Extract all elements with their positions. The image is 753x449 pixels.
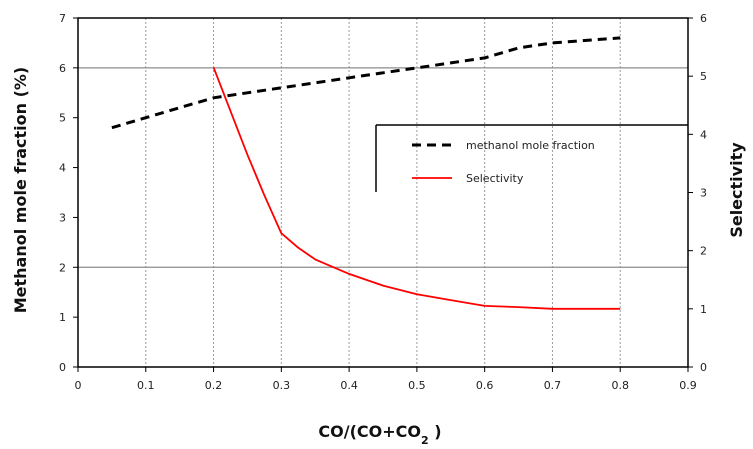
ticks-layer: 0 0.1 0.2 0.3 0.4 0.5 0.6 0.7 0.8 0.9012345670123… bbox=[59, 12, 707, 392]
y-left-tick-label-5: 5 bbox=[59, 112, 66, 125]
x-tick-label-2: 0.2 bbox=[205, 379, 223, 392]
x-tick-label-0: 0 bbox=[75, 379, 82, 392]
y-left-tick-label-7: 7 bbox=[59, 12, 66, 25]
x-tick-label-1: 0.1 bbox=[137, 379, 155, 392]
y-right-axis-title: Selectivity bbox=[727, 142, 746, 238]
y-right-tick-label-5: 5 bbox=[700, 70, 707, 83]
y-right-tick-label-4: 4 bbox=[700, 128, 707, 141]
x-tick-label-6: 0.6 bbox=[476, 379, 494, 392]
y-left-tick-label-6: 6 bbox=[59, 62, 66, 75]
y-left-tick-label-3: 3 bbox=[59, 211, 66, 224]
y-right-tick-label-0: 0 bbox=[700, 361, 707, 374]
x-tick-label-9: 0.9 bbox=[679, 379, 697, 392]
axes-layer bbox=[77, 17, 689, 368]
x-tick-label-4: 0.4 bbox=[340, 379, 358, 392]
x-axis-title-main: CO/(CO+CO bbox=[318, 422, 421, 441]
series-layer bbox=[111, 36, 621, 310]
x-axis-title-sub: 2 bbox=[421, 434, 429, 446]
y-left-tick-label-1: 1 bbox=[59, 311, 66, 324]
y-right-tick-label-3: 3 bbox=[700, 187, 707, 200]
y-left-axis-title: Methanol mole fraction (%) bbox=[11, 67, 30, 314]
legend: methanol mole fraction Selectivity bbox=[375, 124, 688, 192]
x-tick-label-3: 0.3 bbox=[273, 379, 291, 392]
series-line-selectivity bbox=[212, 67, 621, 310]
y-left-tick-label-4: 4 bbox=[59, 162, 66, 175]
series-line-methanol-mole-fraction bbox=[111, 36, 621, 130]
y-right-tick-label-2: 2 bbox=[700, 245, 707, 258]
x-tick-label-5: 0.5 bbox=[408, 379, 426, 392]
x-axis-title: CO/(CO+CO2 ) bbox=[318, 422, 441, 445]
x-tick-label-8: 0.8 bbox=[611, 379, 629, 392]
y-right-tick-label-6: 6 bbox=[700, 12, 707, 25]
y-left-tick-label-2: 2 bbox=[59, 261, 66, 274]
legend-label-methanol: methanol mole fraction bbox=[466, 139, 595, 152]
y-right-tick-label-1: 1 bbox=[700, 303, 707, 316]
x-axis-title-tail: ) bbox=[429, 422, 442, 441]
grid-layer bbox=[78, 18, 688, 367]
x-tick-label-7: 0.7 bbox=[544, 379, 562, 392]
y-left-tick-label-0: 0 bbox=[59, 361, 66, 374]
plot-frame bbox=[77, 17, 689, 368]
legend-label-selectivity: Selectivity bbox=[466, 172, 524, 185]
